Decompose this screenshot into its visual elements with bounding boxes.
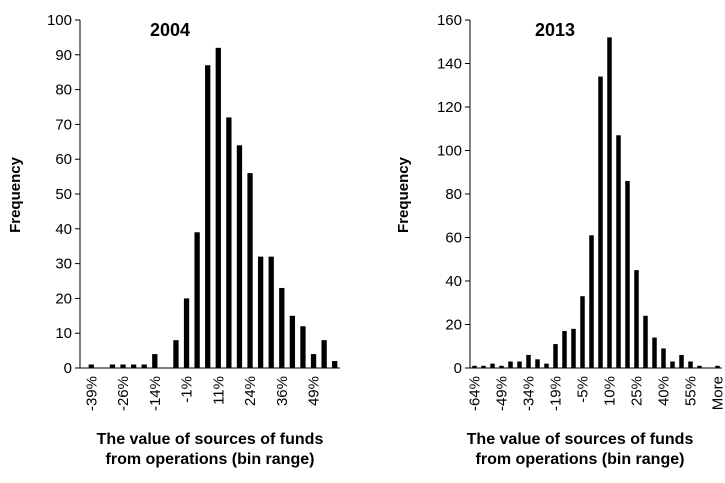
bar: [517, 361, 522, 368]
bar: [279, 288, 284, 368]
x-tick-label: -49%: [494, 376, 511, 411]
bar: [226, 117, 231, 368]
bar: [89, 365, 94, 368]
bar: [258, 257, 263, 368]
y-tick-label: 70: [55, 116, 72, 133]
bar: [670, 361, 675, 368]
bar: [237, 145, 242, 368]
y-tick-label: 40: [55, 221, 72, 238]
y-axis-label: Frequency: [395, 156, 412, 233]
bar: [490, 364, 495, 368]
y-tick-label: 90: [55, 47, 72, 64]
y-tick-label: 80: [55, 82, 72, 99]
x-tick-label: -1%: [179, 376, 196, 403]
bar: [544, 364, 549, 368]
y-tick-label: 100: [437, 143, 462, 160]
x-tick-label: 10%: [602, 376, 619, 406]
y-axis-label: Frequency: [7, 156, 24, 233]
x-tick-label: -14%: [147, 376, 164, 411]
y-tick-label: 120: [437, 99, 462, 116]
y-tick-label: 60: [445, 230, 462, 247]
bar: [571, 329, 576, 368]
bar: [589, 235, 594, 368]
bar: [142, 365, 147, 368]
y-tick-label: 0: [454, 360, 462, 377]
bar: [269, 257, 274, 368]
bar: [679, 355, 684, 368]
bar: [535, 359, 540, 368]
bar: [472, 366, 477, 368]
chart: 2013 Frequency The value of sources of fun…: [395, 12, 725, 468]
bar: [553, 344, 558, 368]
y-tick-label: 60: [55, 151, 72, 168]
bar: [616, 135, 621, 368]
bar: [110, 365, 115, 368]
y-tick-label: 20: [445, 317, 462, 334]
bar: [643, 316, 648, 368]
x-tick-label: 11%: [210, 376, 227, 405]
x-tick-label: -64%: [467, 376, 484, 411]
x-tick-label: 49%: [306, 376, 323, 406]
y-tick-label: 20: [55, 290, 72, 307]
bar: [216, 48, 221, 368]
x-tick-label: 40%: [656, 376, 673, 406]
bar: [131, 365, 136, 368]
x-tick-label: 55%: [683, 376, 700, 406]
bar: [580, 296, 585, 368]
chart-title: 2004: [150, 20, 190, 40]
bar: [311, 354, 316, 368]
bar: [184, 298, 189, 368]
bar: [120, 365, 125, 368]
bar: [634, 270, 639, 368]
chart: 2004 Frequency The value of sources of fun…: [7, 12, 340, 468]
x-axis-label: The value of sources of funds: [97, 431, 324, 448]
bar: [300, 326, 305, 368]
bar: [526, 355, 531, 368]
x-tick-label: More: [710, 376, 725, 410]
x-tick-label: -26%: [115, 376, 132, 411]
bar: [652, 338, 657, 368]
y-tick-label: 30: [55, 256, 72, 273]
x-tick-label: 24%: [242, 376, 259, 406]
x-axis-label: The value of sources of funds: [467, 431, 694, 448]
bar: [247, 173, 252, 368]
bar: [499, 366, 504, 368]
bar: [205, 65, 210, 368]
x-tick-label: 36%: [274, 376, 291, 406]
x-axis-label: from operations (bin range): [476, 451, 685, 468]
x-axis-label: from operations (bin range): [106, 451, 315, 468]
y-tick-label: 50: [55, 186, 72, 203]
x-tick-label: -5%: [575, 376, 592, 403]
y-tick-label: 140: [437, 56, 462, 73]
x-tick-label: 25%: [629, 376, 646, 406]
y-tick-label: 160: [437, 12, 462, 29]
bar: [332, 361, 337, 368]
bar: [688, 361, 693, 368]
bar: [481, 366, 486, 368]
bar: [661, 348, 666, 368]
x-tick-label: -19%: [548, 376, 565, 411]
x-tick-label: -34%: [521, 376, 538, 411]
bar: [598, 77, 603, 368]
x-tick-label: -39%: [83, 376, 100, 411]
y-tick-label: 10: [55, 325, 72, 342]
bar: [194, 232, 199, 368]
bar: [152, 354, 157, 368]
bar: [715, 366, 720, 368]
y-tick-label: 0: [64, 360, 72, 377]
y-tick-label: 80: [445, 186, 462, 203]
y-tick-label: 40: [445, 273, 462, 290]
bar: [607, 37, 612, 368]
bar: [321, 340, 326, 368]
bar: [290, 316, 295, 368]
bar: [173, 340, 178, 368]
y-tick-label: 100: [47, 12, 72, 29]
chart-title: 2013: [535, 20, 575, 40]
bar: [697, 366, 702, 368]
bar: [562, 331, 567, 368]
bar: [625, 181, 630, 368]
bar: [508, 361, 513, 368]
